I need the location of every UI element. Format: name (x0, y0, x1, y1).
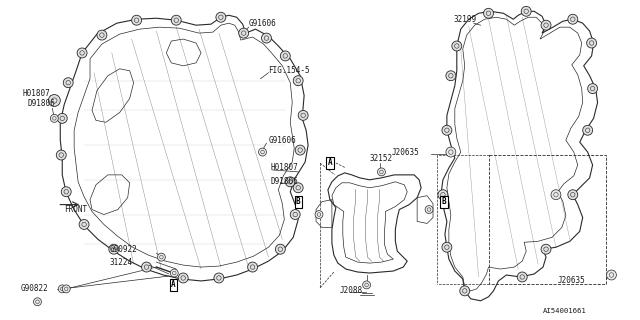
Circle shape (442, 242, 452, 252)
Circle shape (77, 48, 87, 58)
Circle shape (484, 8, 493, 18)
Circle shape (58, 285, 66, 293)
Circle shape (293, 76, 303, 86)
Text: 31224: 31224 (110, 258, 133, 267)
Circle shape (588, 84, 598, 93)
Text: A: A (328, 158, 332, 167)
Circle shape (363, 281, 371, 289)
Circle shape (291, 210, 300, 220)
Text: J20635: J20635 (558, 276, 586, 285)
Text: AI54001661: AI54001661 (543, 308, 587, 314)
Circle shape (61, 187, 71, 197)
Text: J2088: J2088 (340, 286, 363, 295)
Text: B: B (296, 197, 301, 206)
Text: D91806: D91806 (28, 99, 55, 108)
Circle shape (295, 145, 305, 155)
Circle shape (214, 273, 224, 283)
Circle shape (280, 51, 291, 61)
Circle shape (157, 253, 165, 261)
Circle shape (442, 125, 452, 135)
Circle shape (315, 211, 323, 219)
Circle shape (49, 95, 60, 107)
Circle shape (460, 286, 470, 296)
Circle shape (582, 125, 593, 135)
Circle shape (79, 220, 89, 229)
Circle shape (239, 28, 248, 38)
Circle shape (33, 298, 42, 306)
Circle shape (262, 33, 271, 43)
Circle shape (132, 15, 141, 25)
Text: H01807: H01807 (22, 89, 51, 98)
Circle shape (541, 244, 551, 254)
Circle shape (298, 110, 308, 120)
Text: A: A (171, 280, 175, 289)
Circle shape (259, 148, 266, 156)
Circle shape (293, 183, 303, 193)
Text: G90822: G90822 (20, 284, 49, 293)
Circle shape (587, 38, 596, 48)
Circle shape (58, 113, 67, 123)
Text: 32152: 32152 (369, 154, 393, 163)
Circle shape (521, 6, 531, 16)
Circle shape (438, 190, 448, 200)
Circle shape (170, 269, 179, 277)
Circle shape (425, 206, 433, 213)
Circle shape (248, 262, 257, 272)
Text: G91606: G91606 (248, 19, 276, 28)
Circle shape (97, 30, 107, 40)
Circle shape (607, 270, 616, 280)
Circle shape (56, 150, 66, 160)
Text: D91806: D91806 (271, 177, 298, 186)
Text: B: B (442, 197, 446, 206)
Circle shape (109, 244, 119, 254)
Text: FIG.154-5: FIG.154-5 (268, 66, 310, 75)
Circle shape (551, 190, 561, 200)
Circle shape (541, 20, 551, 30)
Circle shape (285, 177, 295, 187)
Circle shape (62, 285, 70, 293)
Text: H01807: H01807 (271, 164, 298, 172)
Circle shape (51, 114, 58, 122)
Circle shape (141, 262, 152, 272)
Circle shape (446, 71, 456, 81)
Circle shape (568, 14, 578, 24)
Circle shape (378, 168, 385, 176)
Circle shape (172, 15, 181, 25)
Circle shape (568, 190, 578, 200)
Circle shape (452, 41, 461, 51)
Circle shape (275, 244, 285, 254)
Text: 32199: 32199 (454, 15, 477, 24)
Text: J20635: J20635 (392, 148, 419, 156)
Circle shape (446, 147, 456, 157)
Text: G91606: G91606 (268, 136, 296, 145)
Circle shape (179, 273, 188, 283)
Circle shape (216, 12, 226, 22)
Text: G90922: G90922 (110, 245, 138, 254)
Circle shape (63, 78, 73, 88)
Text: FRONT: FRONT (64, 205, 88, 214)
Circle shape (517, 272, 527, 282)
